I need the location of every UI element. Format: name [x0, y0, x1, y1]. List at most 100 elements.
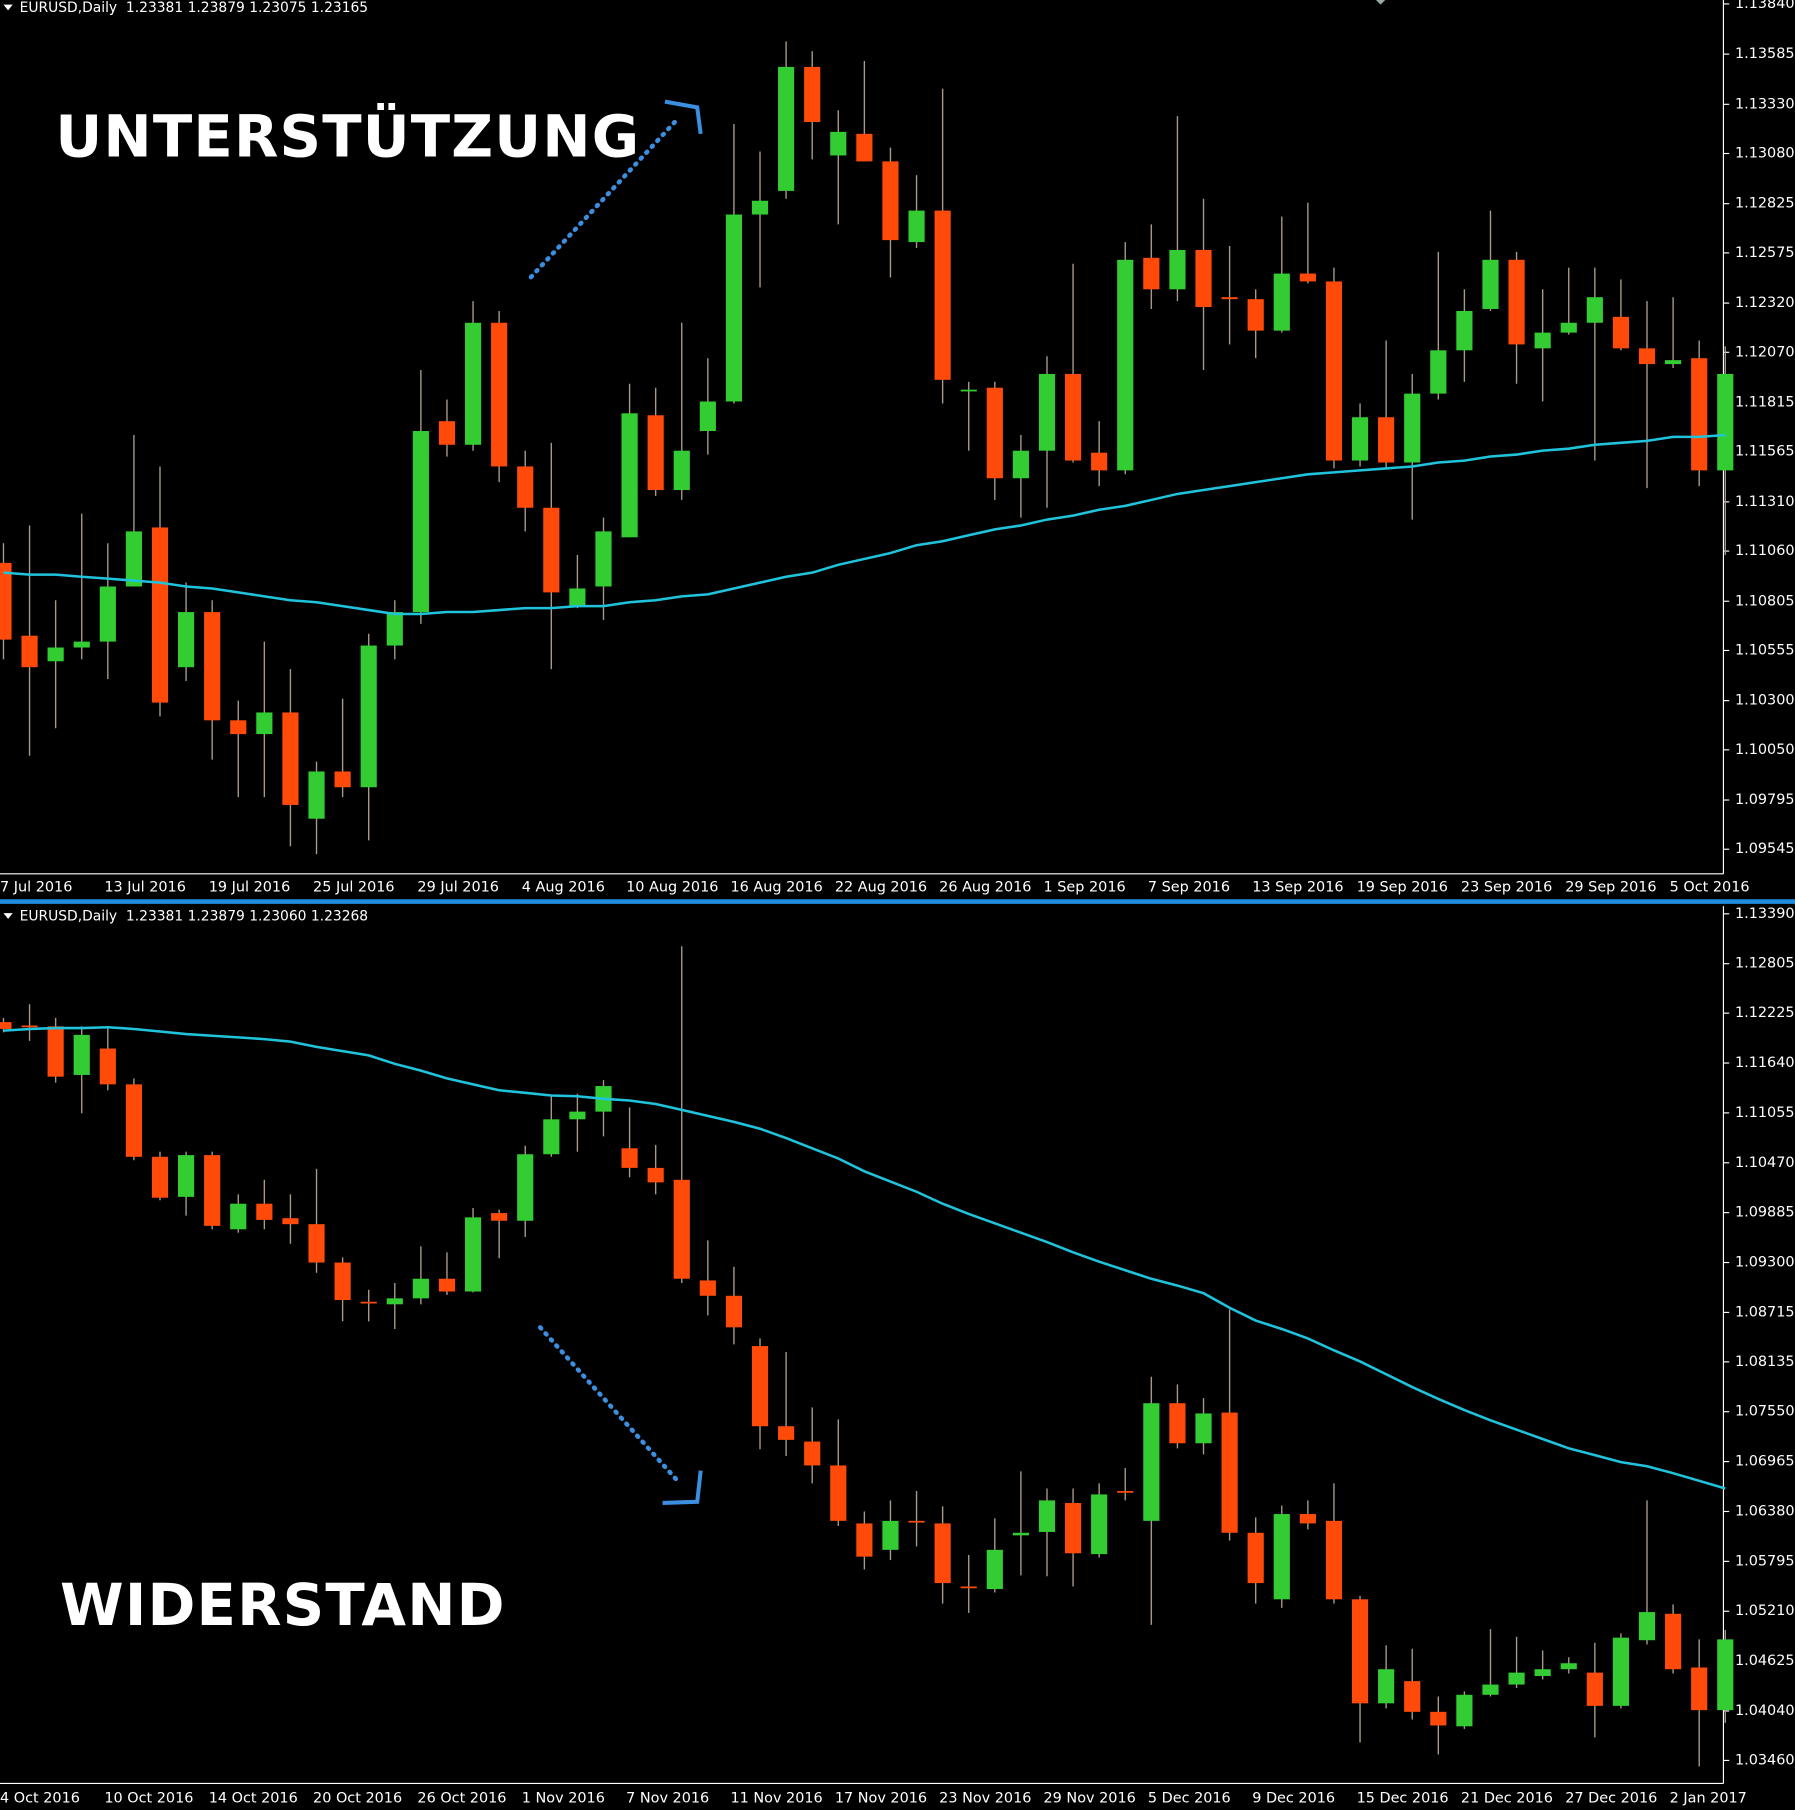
x-tick-label: 22 Aug 2016 [835, 880, 927, 896]
candle-body [804, 66, 821, 123]
candle-body [725, 214, 743, 402]
candle-body [0, 1022, 12, 1029]
x-tick-label: 26 Aug 2016 [939, 880, 1031, 896]
y-tick-label: 1.10050 [1735, 742, 1795, 758]
y-tick-label: 1.12320 [1735, 295, 1795, 311]
y-tick-label: 1.04625 [1735, 1653, 1795, 1669]
y-tick-label: 1.12225 [1735, 1005, 1795, 1021]
y-tick-label: 1.12825 [1735, 196, 1795, 212]
candle-body [491, 1213, 508, 1221]
candle-body [256, 712, 273, 735]
x-tick-label: 10 Oct 2016 [104, 1790, 193, 1806]
y-tick-label: 1.13390 [1735, 906, 1795, 922]
chart-header: EURUSD,Daily 1.23381 1.23879 1.23060 1.2… [20, 909, 369, 925]
collapse-arrow[interactable] [3, 913, 13, 919]
candle-body [1612, 316, 1630, 349]
x-tick-label: 16 Aug 2016 [730, 880, 822, 896]
candle-body [986, 387, 1003, 479]
candle-body [1064, 1502, 1082, 1554]
x-tick-label: 7 Sep 2016 [1148, 880, 1230, 896]
candle-body [1221, 1412, 1238, 1533]
y-tick-label: 1.13840 [1735, 0, 1795, 12]
candle-body [673, 1179, 690, 1279]
candle-body [1717, 373, 1734, 471]
y-tick-label: 1.11640 [1735, 1055, 1795, 1071]
candle-body [1351, 417, 1369, 461]
y-tick-label: 1.06965 [1735, 1454, 1795, 1470]
candle-body [1534, 1669, 1551, 1677]
x-tick-label: 17 Nov 2016 [835, 1790, 927, 1806]
x-tick-label: 9 Dec 2016 [1252, 1790, 1335, 1806]
candle-body [21, 635, 38, 668]
candle-body [517, 1154, 534, 1221]
candle-body [751, 1346, 769, 1427]
candle-body [99, 1048, 116, 1085]
x-tick-label: 29 Jul 2016 [417, 880, 499, 896]
candle-body [360, 645, 377, 788]
x-tick-label: 29 Sep 2016 [1565, 880, 1656, 896]
collapse-arrow[interactable] [3, 4, 13, 11]
y-tick-label: 1.09885 [1735, 1205, 1795, 1221]
candle-body [1091, 452, 1108, 471]
candle-body [908, 210, 925, 243]
candle-body [1612, 1637, 1630, 1706]
arrow-head [664, 99, 703, 135]
y-tick-label: 1.13080 [1735, 146, 1795, 162]
candle-body [1299, 273, 1316, 282]
candle-body [204, 612, 221, 721]
y-tick-label: 1.10555 [1735, 642, 1795, 658]
candle-body [569, 588, 586, 607]
candle-body [1456, 1694, 1473, 1727]
candle-body [1195, 1413, 1212, 1444]
moving-average [3, 1025, 1726, 1490]
candle-body [1378, 417, 1395, 463]
arrow-head [662, 1470, 703, 1505]
candle-body [1717, 1639, 1734, 1711]
candle-body [986, 1549, 1003, 1590]
candle-body [778, 1426, 795, 1440]
candle-body [856, 1523, 873, 1557]
x-tick-label: 10 Aug 2016 [626, 880, 718, 896]
x-tick-label: 5 Oct 2016 [1670, 880, 1750, 896]
candle-body [1195, 249, 1212, 308]
y-tick-label: 1.09795 [1735, 792, 1795, 808]
y-tick-label: 1.04040 [1735, 1703, 1795, 1719]
x-tick-label: 11 Nov 2016 [730, 1790, 822, 1806]
candle-body [960, 1586, 977, 1589]
x-tick-label: 14 Oct 2016 [209, 1790, 298, 1806]
x-tick-label: 15 Dec 2016 [1357, 1790, 1449, 1806]
candle-body [47, 1026, 64, 1077]
y-tick-label: 1.09300 [1735, 1255, 1795, 1271]
x-tick-label: 7 Nov 2016 [626, 1790, 709, 1806]
candle-body [517, 466, 534, 508]
candle-body [412, 1278, 429, 1299]
y-tick-label: 1.06380 [1735, 1503, 1795, 1519]
candle-body [1665, 1613, 1682, 1670]
candle-body [73, 641, 90, 648]
y-tick-label: 1.10300 [1735, 693, 1795, 709]
candle-body [1586, 297, 1603, 323]
x-tick-label: 29 Nov 2016 [1044, 1790, 1136, 1806]
x-tick-label: 19 Sep 2016 [1357, 880, 1448, 896]
candle-body [856, 133, 873, 162]
candle-body [1404, 393, 1421, 463]
candle-body [464, 1217, 482, 1292]
x-tick-label: 23 Nov 2016 [939, 1790, 1031, 1806]
dotted-arrow [537, 1325, 682, 1485]
candle-body [1482, 259, 1499, 309]
candle-body [1038, 1500, 1056, 1532]
candle-body [99, 586, 116, 642]
candle-body [282, 1218, 299, 1225]
candle-body [1064, 373, 1082, 461]
candle-body [73, 1034, 90, 1075]
candle-body [1508, 1672, 1525, 1685]
candle-body [543, 507, 560, 593]
y-tick-label: 1.09545 [1735, 841, 1795, 857]
candle-body [543, 1119, 560, 1155]
y-tick-label: 1.08715 [1735, 1304, 1795, 1320]
candle-body [178, 612, 195, 668]
candle-body [1534, 332, 1551, 349]
candle-body [125, 1084, 142, 1157]
candle-body [151, 1156, 169, 1198]
candle-body [1325, 281, 1343, 461]
